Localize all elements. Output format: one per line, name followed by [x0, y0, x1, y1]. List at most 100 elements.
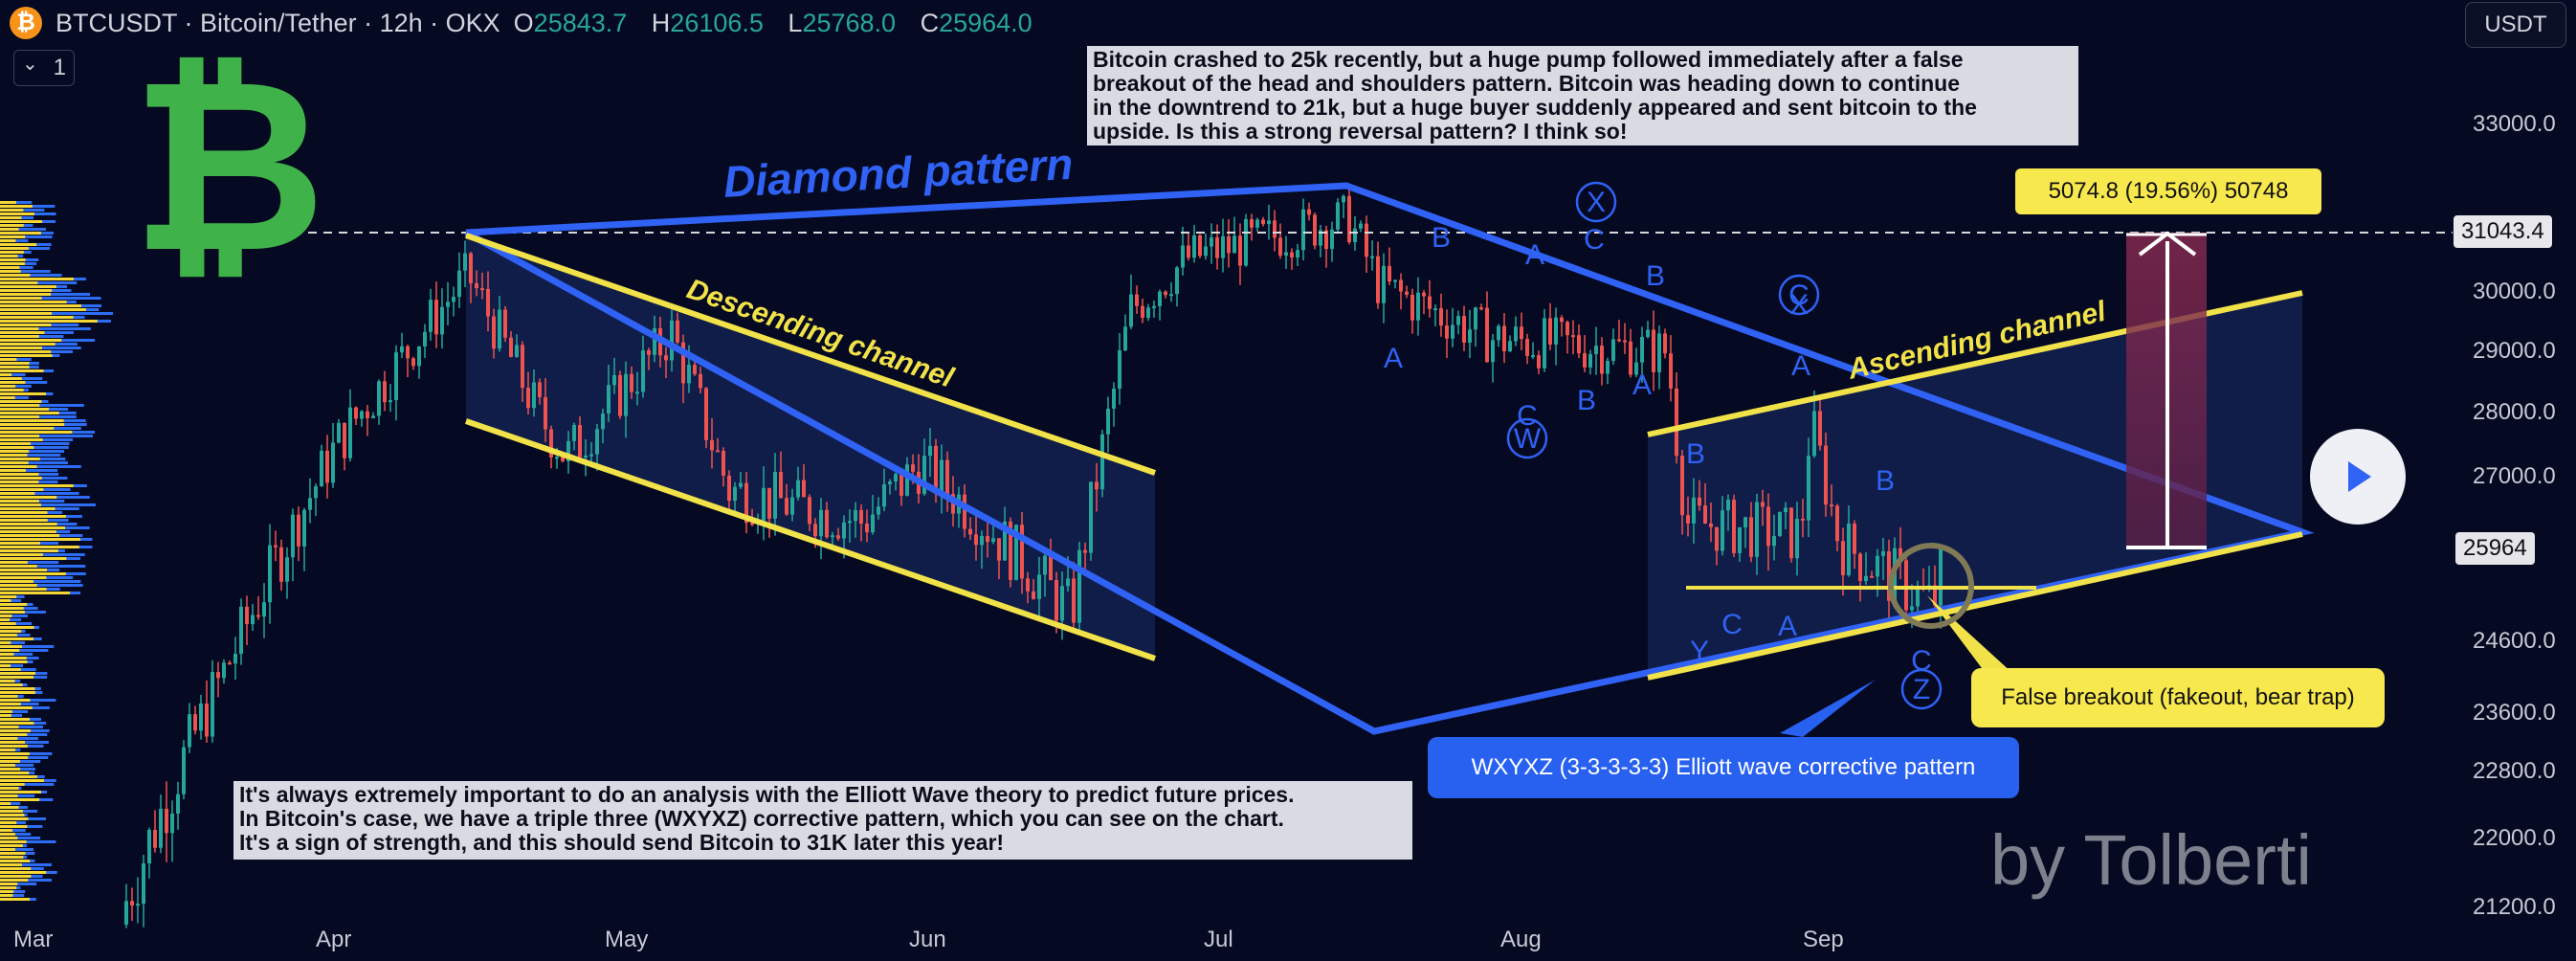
time-tick-label: Jul	[1204, 927, 1233, 952]
volume-profile-up-bar	[0, 526, 66, 529]
candle-body	[1066, 578, 1070, 587]
candle-body	[739, 482, 743, 487]
candle-body	[888, 481, 892, 484]
candle-body	[348, 407, 352, 458]
candle-body	[624, 373, 628, 416]
candle-body	[314, 486, 318, 499]
volume-profile-up-bar	[0, 802, 11, 805]
wave-label: C	[1911, 645, 1932, 677]
candle-body	[532, 382, 536, 409]
volume-profile-up-bar	[0, 771, 30, 774]
volume-profile-up-bar	[0, 473, 39, 476]
candle-body	[940, 459, 944, 495]
volume-profile-up-bar	[0, 262, 25, 265]
candle-body	[555, 457, 559, 459]
volume-profile-up-bar	[0, 232, 41, 235]
candle-body	[1916, 586, 1920, 607]
candle-body	[188, 714, 191, 748]
volume-profile-up-bar	[0, 465, 37, 468]
candle-body	[1232, 235, 1236, 254]
symbol-title[interactable]: BTCUSDT · Bitcoin/Tether · 12h · OKX	[56, 8, 500, 37]
candle-body	[1267, 220, 1271, 225]
candle-body	[1462, 316, 1466, 344]
candle-body	[1652, 329, 1655, 372]
fakeout-circle	[1888, 543, 1974, 629]
volume-profile-up-bar	[0, 833, 15, 836]
wave-label: B	[1876, 465, 1895, 497]
candle-body	[285, 557, 289, 582]
volume-profile-up-bar	[0, 461, 29, 464]
wave-label: C	[1584, 224, 1605, 256]
candle-body	[1789, 507, 1793, 559]
candle-body	[882, 483, 886, 507]
volume-profile-up-bar	[0, 358, 17, 361]
volume-profile-bar	[0, 615, 29, 617]
volume-profile-up-bar	[0, 427, 55, 430]
candle-body	[1451, 324, 1455, 339]
candle-body	[1273, 220, 1277, 238]
volume-profile-up-bar	[0, 209, 24, 212]
candle-body	[1192, 235, 1196, 258]
volume-profile-up-bar	[0, 611, 25, 614]
volume-profile-up-bar	[0, 354, 53, 357]
currency-button[interactable]: USDT	[2465, 2, 2566, 48]
candle-body	[423, 331, 427, 346]
volume-profile-bar	[0, 235, 53, 238]
volume-profile-up-bar	[0, 852, 26, 855]
volume-profile-up-bar	[0, 542, 40, 545]
wave-label: B	[1577, 385, 1596, 416]
candle-body	[635, 391, 639, 394]
wave-label: C	[1721, 609, 1743, 640]
time-tick-label: Jun	[909, 927, 946, 952]
volume-profile-up-bar	[0, 312, 53, 315]
volume-profile-up-bar	[0, 224, 24, 227]
candle-body	[848, 521, 852, 524]
volume-profile-up-bar	[0, 469, 26, 472]
candle-body	[1640, 337, 1644, 363]
candle-body	[641, 350, 645, 392]
candle-body	[865, 523, 869, 533]
candle-body	[1342, 195, 1345, 203]
candle-body	[687, 365, 691, 384]
volume-profile-up-bar	[0, 764, 15, 767]
price-tick-label: 30000.0	[2473, 279, 2556, 304]
volume-profile-up-bar	[0, 618, 11, 621]
candle-body	[1284, 252, 1288, 257]
candle-body	[584, 456, 588, 458]
volume-profile-up-bar	[0, 837, 18, 839]
candle-body	[1095, 481, 1099, 490]
candle-body	[819, 509, 823, 537]
candle-body	[1617, 339, 1621, 342]
time-tick-label: Aug	[1500, 927, 1542, 952]
candle-body	[1766, 506, 1770, 547]
high-value: 26106.5	[670, 8, 764, 37]
candle-body	[302, 509, 306, 547]
volume-profile-up-bar	[0, 396, 15, 399]
candle-body	[142, 863, 145, 905]
candle-body	[1359, 223, 1363, 229]
volume-profile-up-bar	[0, 588, 47, 591]
candle-body	[1634, 362, 1638, 375]
volume-profile-up-bar	[0, 235, 26, 238]
indicators-toggle[interactable]: ⌄ 1	[13, 50, 75, 86]
candle-body	[1250, 218, 1254, 228]
candle-body	[1606, 361, 1610, 374]
candle-body	[1393, 279, 1397, 282]
candle-body	[595, 429, 599, 455]
price-tick-label: 33000.0	[2473, 111, 2556, 137]
candle-body	[130, 901, 134, 906]
volume-profile	[0, 201, 114, 901]
candle-body	[1261, 219, 1265, 225]
volume-profile-bar	[0, 404, 84, 407]
replay-play-button[interactable]	[2310, 429, 2406, 525]
candle-body	[331, 442, 335, 483]
candle-body	[1525, 339, 1529, 356]
candle-body	[1715, 526, 1719, 551]
candle-body	[216, 672, 220, 679]
volume-profile-bar	[0, 760, 41, 763]
volume-profile-up-bar	[0, 488, 44, 491]
candle-body	[549, 429, 553, 458]
wave-label: A	[1525, 239, 1544, 271]
candle-body	[779, 472, 783, 499]
